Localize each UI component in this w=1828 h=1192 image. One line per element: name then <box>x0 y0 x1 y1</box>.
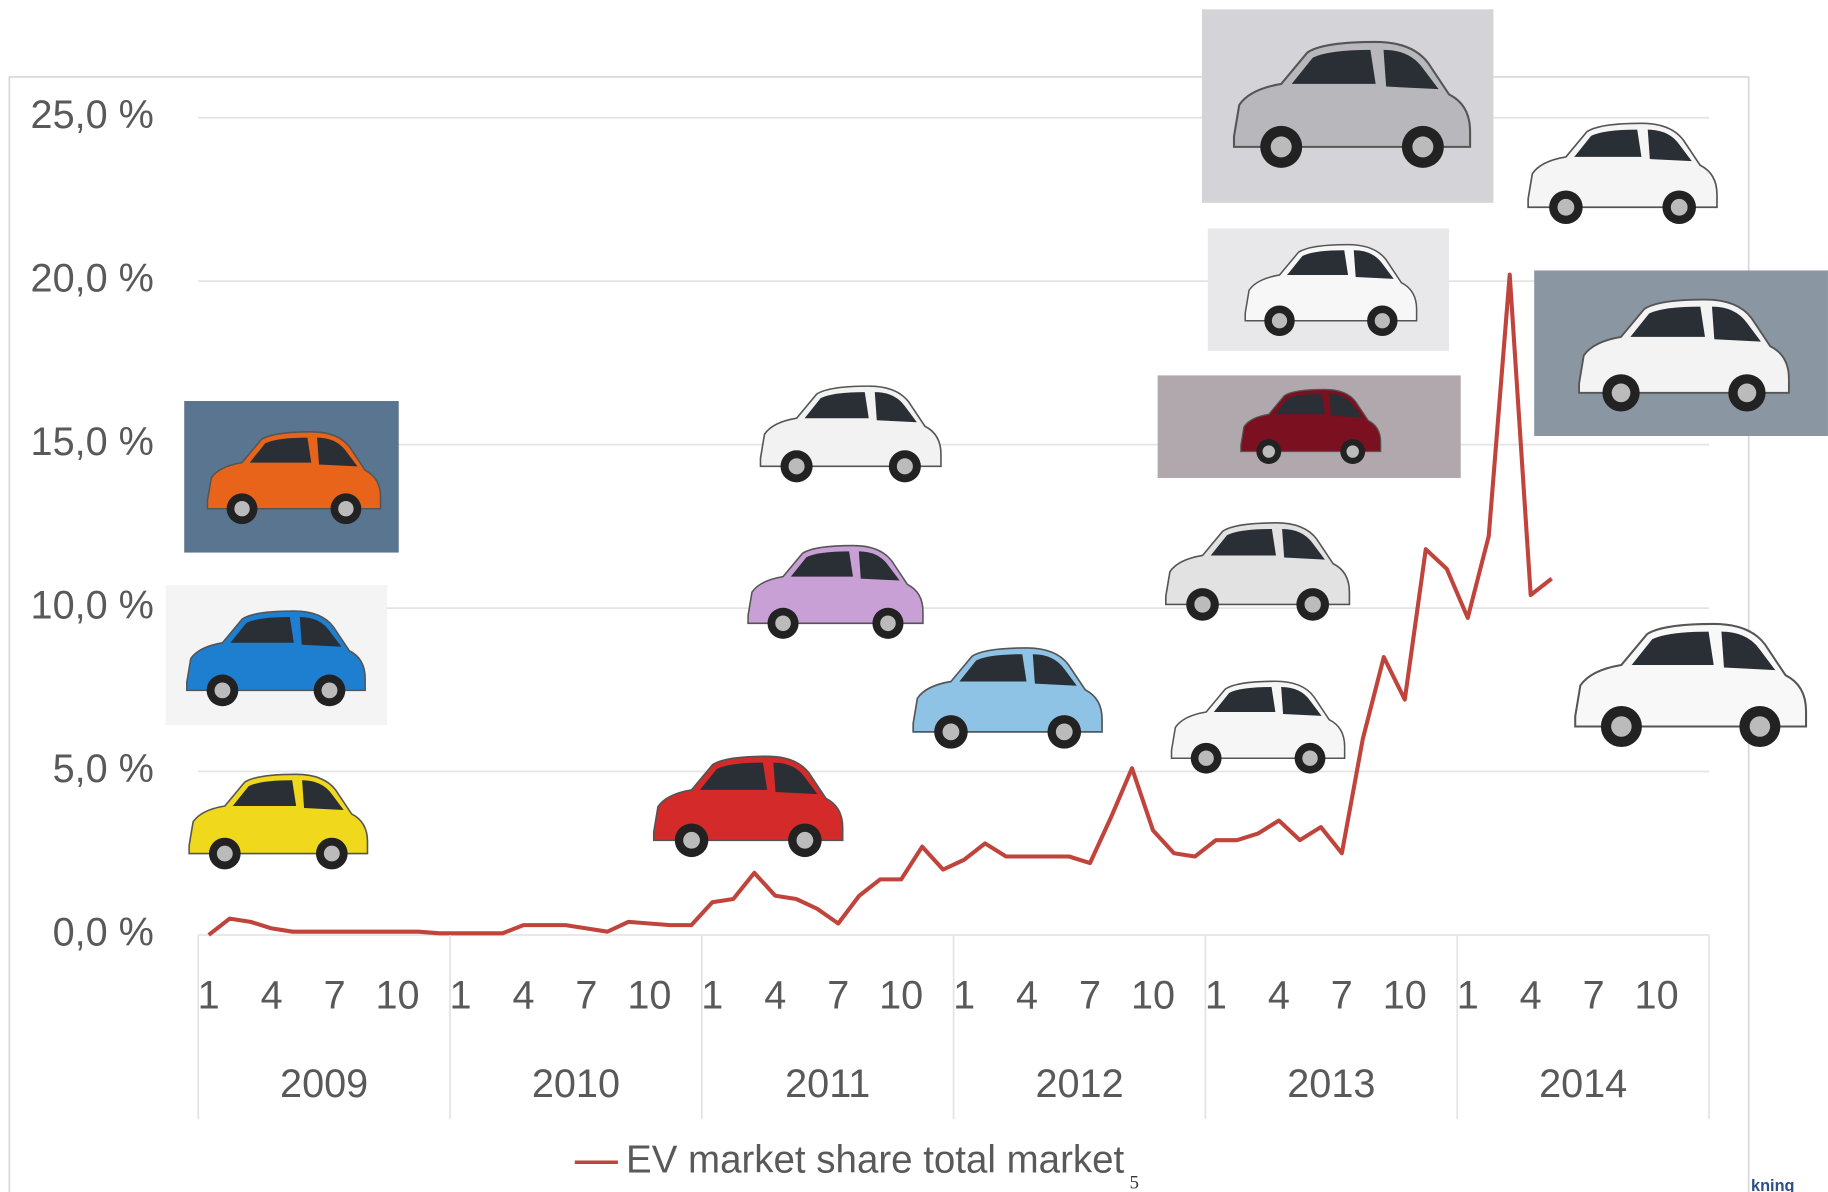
y-tick-label: 25,0 % <box>31 93 154 137</box>
x-tick-label: 4 <box>1520 973 1542 1017</box>
x-tick-label: 10 <box>879 973 923 1017</box>
year-label: 2014 <box>1539 1062 1627 1106</box>
year-label: 2013 <box>1287 1062 1375 1106</box>
legend-label: EV market share total market <box>626 1138 1124 1181</box>
page-number: 5 <box>1130 1173 1139 1192</box>
year-label: 2012 <box>1035 1062 1123 1106</box>
data-line <box>207 272 1553 937</box>
x-tick-label: 1 <box>1205 973 1227 1017</box>
x-tick-label: 10 <box>1635 973 1679 1017</box>
year-label: 2011 <box>785 1062 870 1106</box>
x-tick-label: 1 <box>953 973 975 1017</box>
x-tick-label: 4 <box>1016 973 1038 1017</box>
x-tick-label: 4 <box>1268 973 1290 1017</box>
car-photos <box>165 9 1828 871</box>
year-label: 2010 <box>532 1062 620 1106</box>
y-tick-label: 5,0 % <box>53 747 154 791</box>
x-tick-label: 1 <box>449 973 471 1017</box>
y-tick-label: 10,0 % <box>31 584 154 628</box>
x-tick-label: 1 <box>701 973 723 1017</box>
x-tick-label: 10 <box>627 973 671 1017</box>
y-tick-label: 20,0 % <box>31 257 154 301</box>
y-tick-label: 15,0 % <box>31 420 154 464</box>
x-tick-label: 7 <box>827 973 849 1017</box>
x-tick-label: 4 <box>764 973 786 1017</box>
x-tick-label: 7 <box>1331 973 1353 1017</box>
x-tick-label: 7 <box>1079 973 1101 1017</box>
year-label: 2009 <box>280 1062 368 1106</box>
x-tick-label: 10 <box>1383 973 1427 1017</box>
x-tick-label: 1 <box>198 973 220 1017</box>
x-tick-label: 4 <box>261 973 283 1017</box>
y-tick-label: 0,0 % <box>53 910 154 954</box>
x-tick-label: 10 <box>1131 973 1175 1017</box>
x-tick-label: 10 <box>376 973 420 1017</box>
x-tick-label: 7 <box>575 973 597 1017</box>
x-tick-label: 7 <box>1583 973 1605 1017</box>
x-tick-label: 7 <box>324 973 346 1017</box>
x-tick-label: 1 <box>1457 973 1479 1017</box>
logo-text: kning <box>1751 1177 1795 1192</box>
x-tick-label: 4 <box>512 973 534 1017</box>
